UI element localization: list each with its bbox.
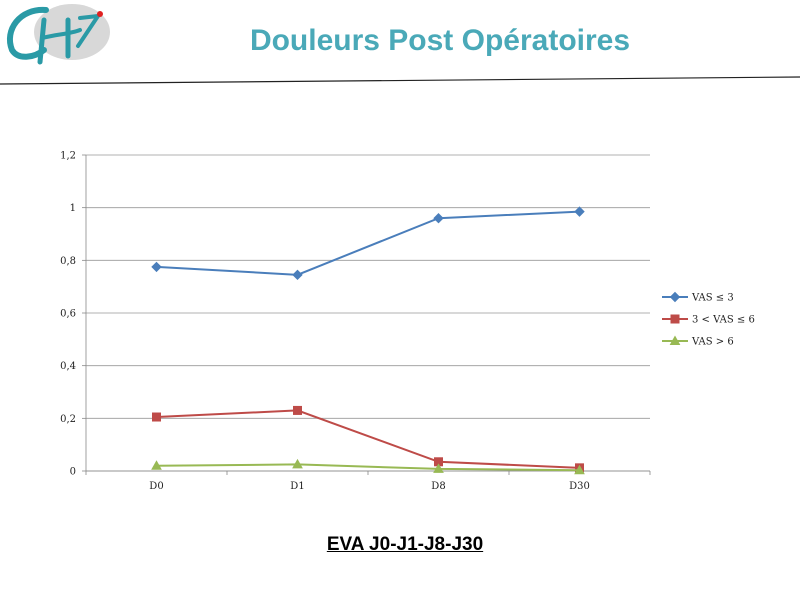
y-tick-label: 0,8	[60, 256, 76, 267]
y-tick-label: 1	[70, 203, 76, 214]
data-point	[574, 206, 585, 217]
x-tick-label: D30	[569, 481, 590, 492]
data-point	[152, 412, 161, 422]
y-tick-label: 0,6	[60, 309, 76, 320]
data-point	[293, 405, 302, 415]
y-tick-label: 0,4	[60, 361, 76, 372]
page-title: Douleurs Post Opératoires	[249, 24, 631, 57]
series-line-1	[156, 210, 580, 276]
data-point	[433, 212, 444, 224]
y-tick-label: 1,2	[60, 151, 76, 162]
header-divider	[0, 76, 800, 85]
series-line-2	[156, 409, 580, 469]
legend-marker	[669, 335, 681, 345]
data-point	[292, 458, 303, 469]
y-tick-label: 0	[70, 467, 76, 478]
ch-logo-icon	[7, 4, 110, 65]
legend-marker	[670, 314, 680, 324]
x-tick-label: D1	[290, 481, 304, 492]
chart-subtitle: EVA J0-J1-J8-J30	[326, 534, 484, 555]
legend-label: 3 < VAS ≤ 6	[692, 315, 755, 326]
x-tick-label: D8	[431, 481, 445, 492]
data-point	[574, 464, 585, 475]
line-chart: 0 0,2 0,4 0,6 0,8 1 1,2 D0 D1 D8 D30 VAS ≤ 3 3 < VAS…	[60, 151, 755, 493]
data-point	[433, 463, 444, 473]
data-point	[151, 460, 162, 470]
data-point	[292, 269, 303, 281]
series-line-3	[156, 463, 580, 472]
legend-label: VAS > 6	[691, 337, 734, 348]
x-tick-label: D0	[149, 481, 163, 492]
data-point	[151, 261, 162, 273]
y-tick-label: 0,2	[60, 414, 76, 425]
legend-marker	[669, 291, 681, 303]
legend-label: VAS ≤ 3	[691, 293, 734, 304]
